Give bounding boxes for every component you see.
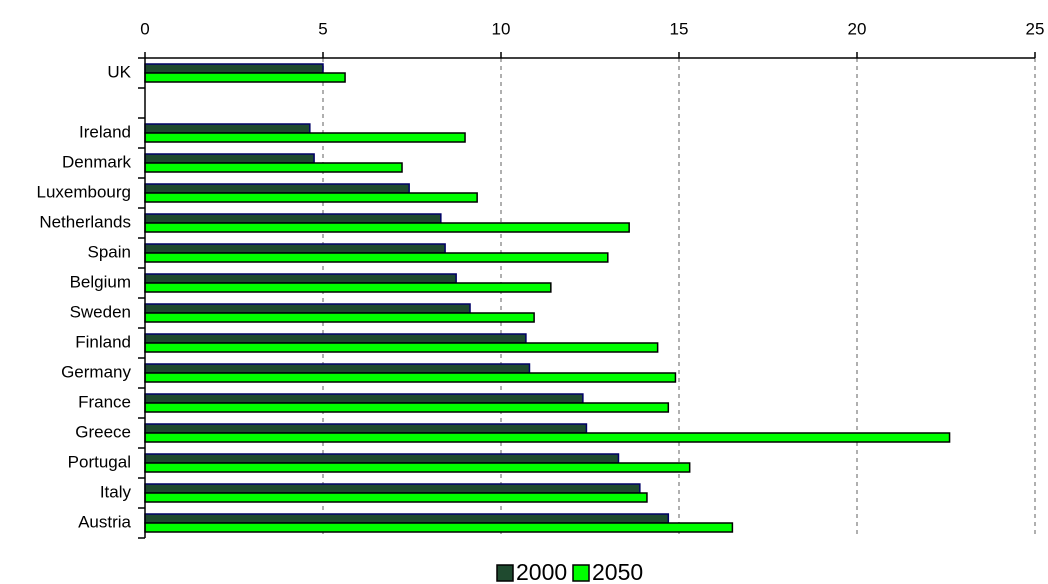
bar xyxy=(144,432,951,443)
x-tick-label: 20 xyxy=(848,19,867,38)
legend-swatch xyxy=(572,564,590,582)
legend-label: 2050 xyxy=(592,559,643,584)
y-tick-label: Germany xyxy=(61,362,131,381)
y-tick-label: Ireland xyxy=(79,122,131,141)
bar xyxy=(144,282,552,293)
bar xyxy=(144,222,630,233)
y-tick-label: Finland xyxy=(75,332,131,351)
y-tick-label: Denmark xyxy=(62,152,131,171)
bar xyxy=(144,462,691,473)
y-tick-label: Netherlands xyxy=(39,212,131,231)
y-tick-label: France xyxy=(78,392,131,411)
bar xyxy=(144,183,410,194)
y-tick-label: Belgium xyxy=(70,272,131,291)
y-tick-label: Italy xyxy=(100,482,132,501)
y-tick-label: Sweden xyxy=(70,302,131,321)
bar xyxy=(144,123,311,134)
bar xyxy=(144,522,734,533)
bar xyxy=(144,213,442,224)
bar xyxy=(144,72,346,83)
legend-swatch xyxy=(496,564,514,582)
bar xyxy=(144,423,588,434)
bar xyxy=(144,492,648,503)
bar xyxy=(144,162,403,173)
x-tick-label: 5 xyxy=(318,19,327,38)
bar xyxy=(144,132,466,143)
bar xyxy=(144,243,446,254)
bar xyxy=(144,342,659,353)
bar xyxy=(144,303,471,314)
bar xyxy=(144,363,531,374)
bar xyxy=(144,402,670,413)
x-tick-label: 10 xyxy=(492,19,511,38)
bar xyxy=(144,192,478,203)
bar xyxy=(144,153,315,164)
bar xyxy=(144,273,457,284)
y-tick-label: Greece xyxy=(75,422,131,441)
x-tick-label: 15 xyxy=(670,19,689,38)
y-tick-label: Spain xyxy=(88,242,131,261)
bar xyxy=(144,63,324,74)
bar xyxy=(144,453,620,464)
x-tick-label: 0 xyxy=(140,19,149,38)
x-tick-label: 25 xyxy=(1026,19,1045,38)
bar xyxy=(144,513,670,524)
y-tick-label: Portugal xyxy=(68,452,131,471)
bar xyxy=(144,252,609,263)
bar xyxy=(144,393,584,404)
y-tick-label: Austria xyxy=(78,512,131,531)
bar xyxy=(144,483,641,494)
bar xyxy=(144,333,527,344)
bar xyxy=(144,372,677,383)
legend-label: 2000 xyxy=(516,559,567,584)
y-tick-label: UK xyxy=(107,62,131,81)
bar xyxy=(144,312,535,323)
y-tick-label: Luxembourg xyxy=(36,182,131,201)
